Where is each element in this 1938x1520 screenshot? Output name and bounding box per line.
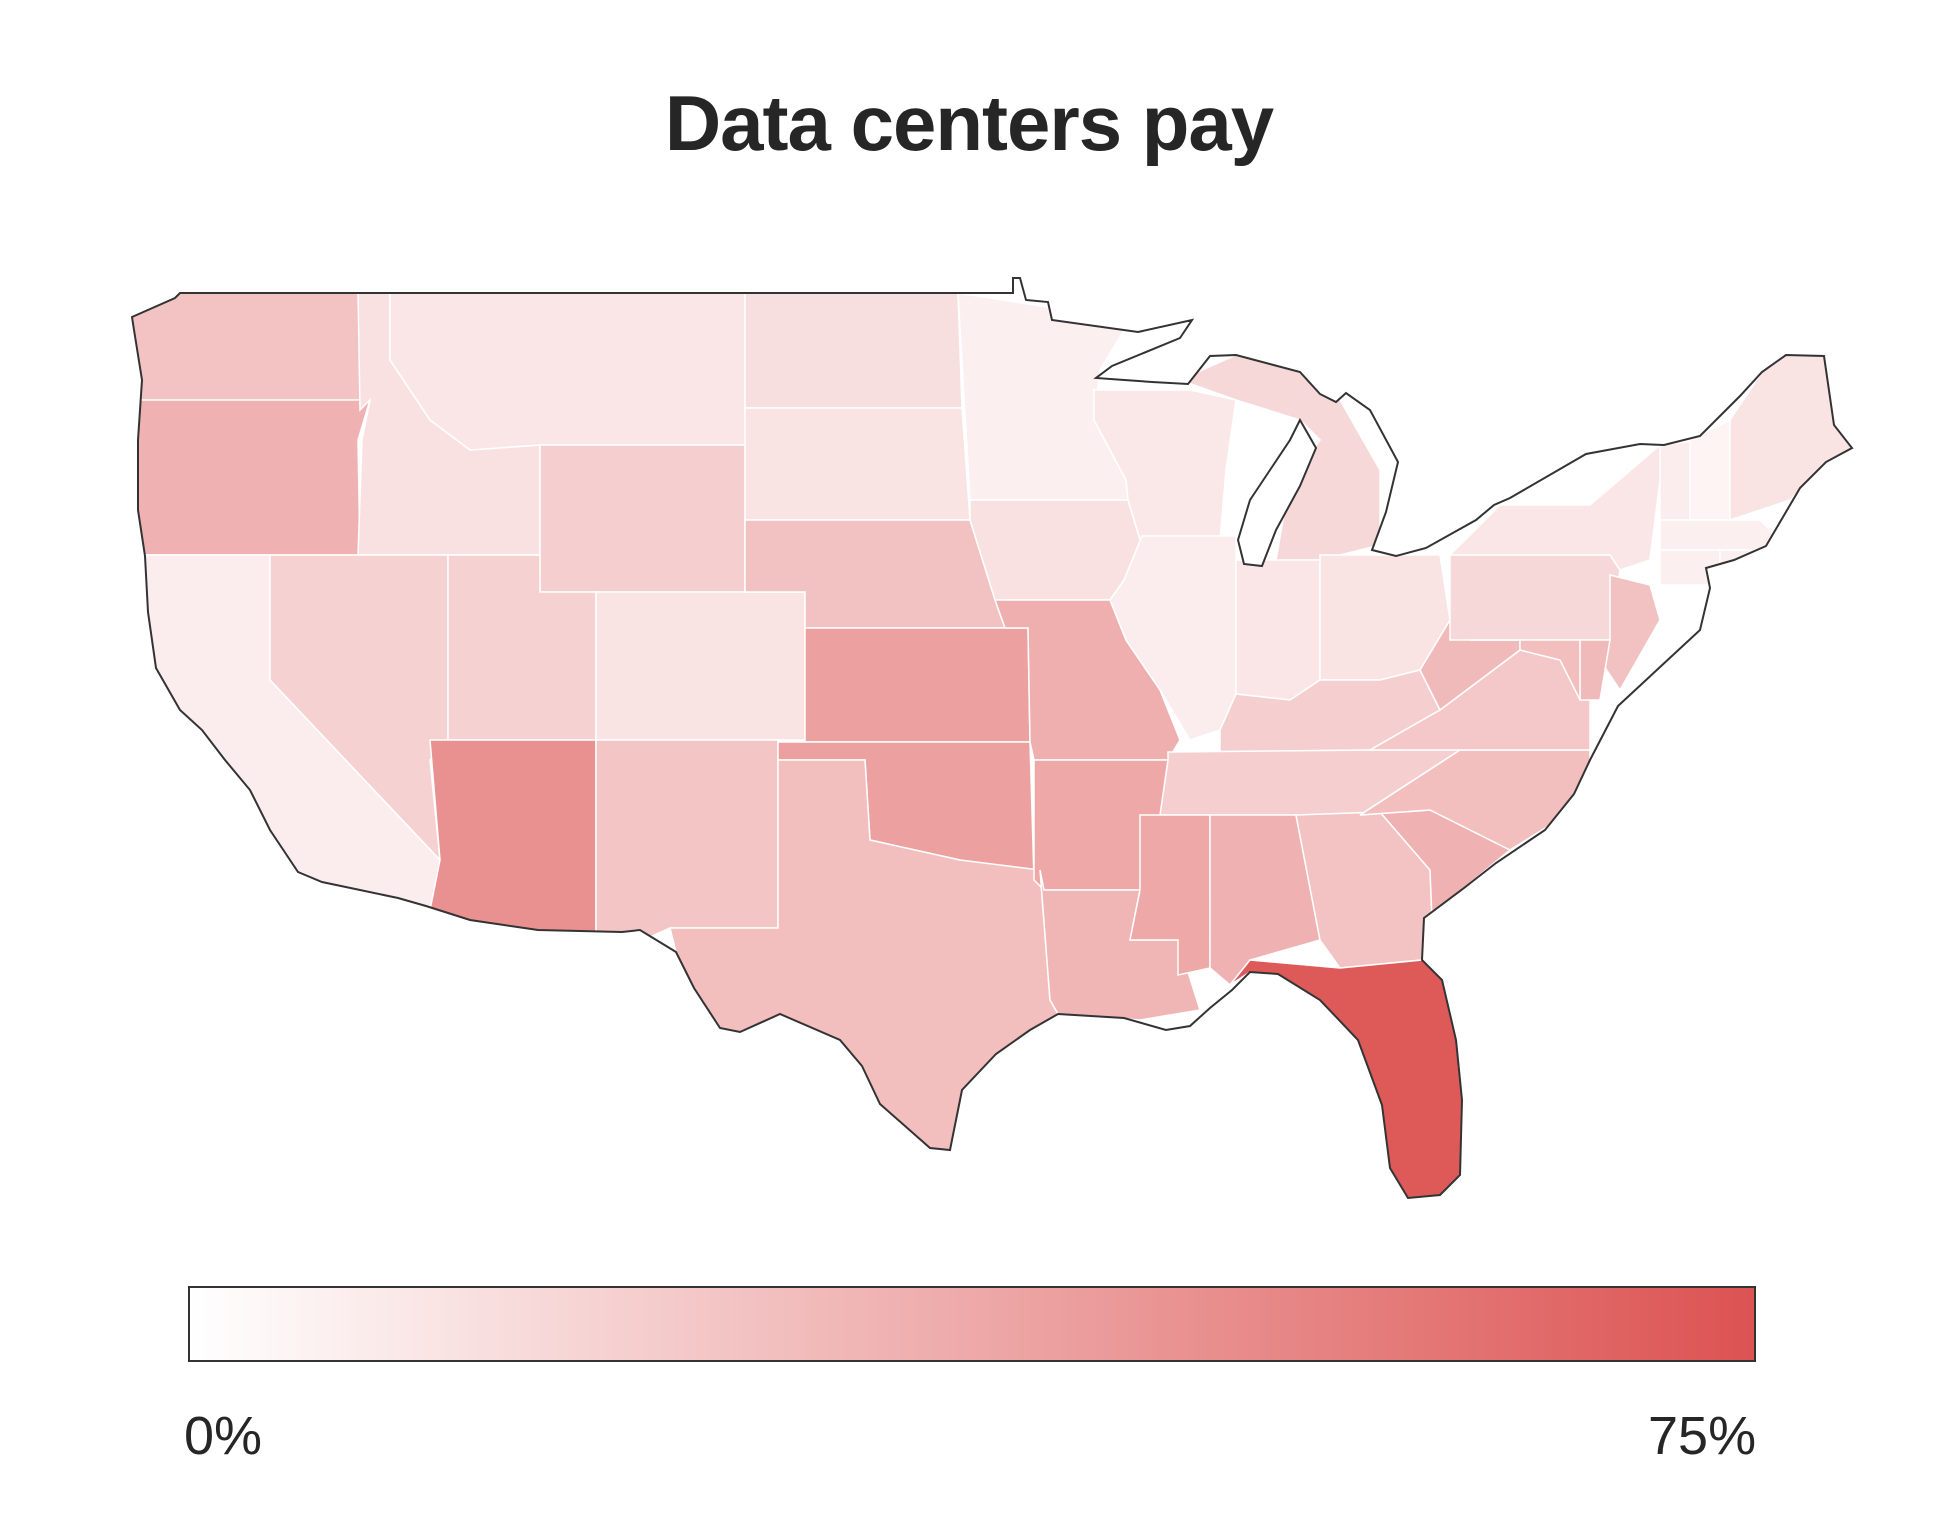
state-ri xyxy=(1719,549,1761,586)
state-nm xyxy=(595,739,779,951)
state-me xyxy=(1729,354,1852,522)
state-ia xyxy=(969,499,1143,601)
legend-max-label: 75% xyxy=(1648,1406,1757,1466)
state-md xyxy=(1470,639,1581,701)
color-scale-bar xyxy=(188,1286,1756,1362)
state-pa xyxy=(1449,554,1621,641)
state-az xyxy=(429,739,597,951)
chart-title: Data centers pay xyxy=(664,79,1274,167)
state-sd xyxy=(744,407,971,521)
state-wa xyxy=(132,289,361,411)
state-wy xyxy=(539,444,746,593)
us-outline xyxy=(130,277,1854,1200)
state-de xyxy=(1579,639,1611,701)
state-fl xyxy=(1229,959,1463,1198)
state-or xyxy=(132,399,372,556)
state-mt xyxy=(389,292,746,451)
state-ks xyxy=(804,627,1031,743)
lake-michigan xyxy=(1236,417,1318,568)
states-layer xyxy=(132,289,1852,1198)
state-nd xyxy=(744,292,963,409)
state-in xyxy=(1235,559,1321,701)
state-co xyxy=(595,591,806,741)
legend-min-label: 0% xyxy=(184,1406,263,1466)
state-nh xyxy=(1689,418,1731,521)
state-ma xyxy=(1659,519,1782,551)
